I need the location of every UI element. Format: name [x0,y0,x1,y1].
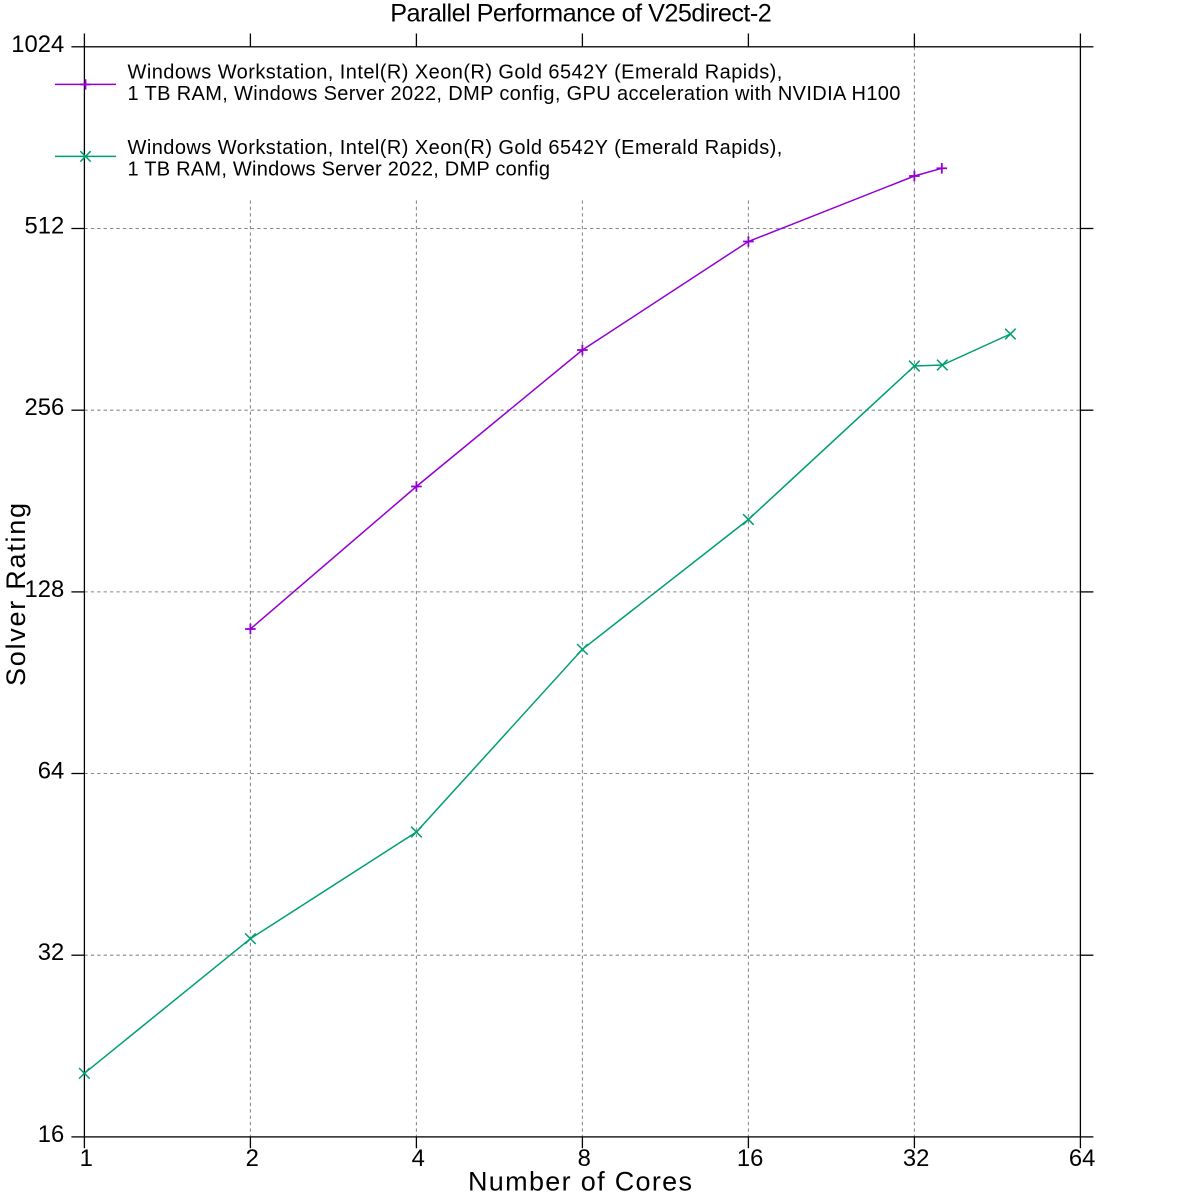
svg-text:Windows Workstation, Intel(R): Windows Workstation, Intel(R) Xeon(R) Go… [128,61,783,83]
svg-text:32: 32 [38,939,64,966]
svg-text:4: 4 [412,1145,425,1172]
svg-text:2: 2 [246,1145,259,1172]
svg-text:16: 16 [737,1145,763,1172]
svg-text:256: 256 [24,394,64,421]
svg-text:8: 8 [578,1145,591,1172]
svg-text:32: 32 [903,1145,929,1172]
svg-text:1: 1 [80,1145,93,1172]
svg-text:128: 128 [24,576,64,603]
svg-text:Parallel Performance of V25dir: Parallel Performance of V25direct-2 [390,0,772,28]
svg-text:64: 64 [38,758,64,785]
svg-text:1024: 1024 [11,31,64,58]
svg-text:512: 512 [24,213,64,240]
svg-text:Number of Cores: Number of Cores [468,1167,692,1197]
svg-text:1 TB RAM, Windows Server 2022,: 1 TB RAM, Windows Server 2022, DMP confi… [128,83,901,105]
svg-text:16: 16 [38,1121,64,1148]
svg-text:Solver Rating: Solver Rating [1,503,31,686]
svg-text:Windows Workstation, Intel(R): Windows Workstation, Intel(R) Xeon(R) Go… [128,137,783,159]
svg-text:64: 64 [1069,1145,1095,1172]
svg-text:1 TB RAM, Windows Server 2022,: 1 TB RAM, Windows Server 2022, DMP confi… [128,158,551,180]
